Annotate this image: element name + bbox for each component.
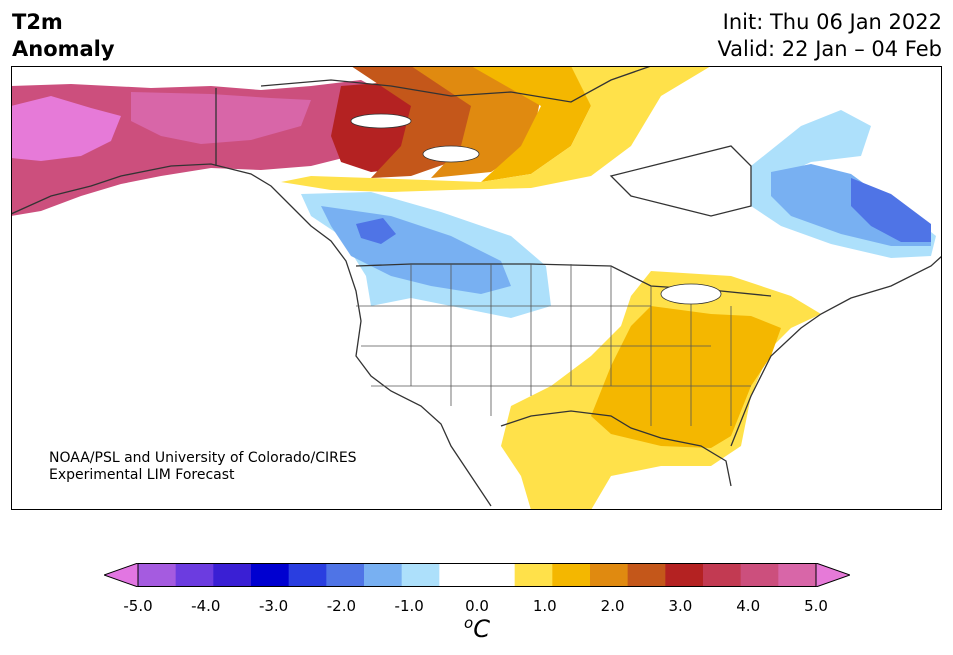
colorbar-swatch: [364, 563, 403, 587]
colorbar-tick-label: -2.0: [326, 597, 357, 615]
unit-letter: C: [473, 615, 490, 643]
colorbar-swatch: [251, 563, 290, 587]
great-slave-lake: [350, 113, 412, 129]
west-coastline: [11, 163, 492, 507]
colorbar-tick-label: 3.0: [668, 597, 693, 615]
colorbar-swatch: [477, 563, 516, 587]
valid-date: Valid: 22 Jan – 04 Feb: [717, 37, 942, 61]
colorbar-tick-label: -1.0: [394, 597, 424, 615]
great-bear-lake: [422, 145, 480, 163]
colorbar-swatch: [552, 563, 591, 587]
state-lines: [356, 264, 751, 426]
chart-title: T2m Anomaly: [12, 9, 115, 63]
colorbar-swatch: [175, 563, 214, 587]
colorbar-extend-high: [815, 563, 850, 587]
arctic-coastline: [260, 66, 652, 103]
anomaly-fields: [11, 66, 936, 510]
colorbar-swatch: [138, 563, 177, 587]
warm-anomaly-southeast-mid: [591, 306, 781, 448]
colorbar-swatch: [665, 563, 704, 587]
colorbar-tick-label: -3.0: [258, 597, 289, 615]
init-date: Init: Thu 06 Jan 2022: [722, 10, 942, 34]
state-line-horizontal: [356, 305, 751, 387]
colorbar-swatch: [439, 563, 478, 587]
gulf-coastline: [500, 410, 732, 487]
colorbar-swatch: [326, 563, 365, 587]
cold-anomaly-west-strong: [356, 218, 396, 244]
colorbar-swatch: [740, 563, 779, 587]
pink-core-alaska: [11, 96, 121, 161]
pink-mid-alaska: [131, 92, 311, 144]
state-line-central: [610, 266, 732, 426]
unit-superscript: o: [464, 614, 474, 632]
anomaly-map: [11, 66, 942, 510]
colorbar-swatch: [288, 563, 327, 587]
cold-anomaly-east-strong: [851, 178, 931, 242]
map-frame: [11, 66, 942, 510]
colorbar-swatch: [778, 563, 817, 587]
colorbar-swatch: [514, 563, 553, 587]
gold-anomaly-canada: [411, 66, 541, 178]
colorbar: [104, 563, 850, 587]
colorbar-swatch: [590, 563, 629, 587]
colorbar-tick-label: 4.0: [736, 597, 761, 615]
colorbar-tick-label: 1.0: [532, 597, 557, 615]
state-line-mountain: [410, 264, 572, 416]
colorbar-tick-label: -5.0: [123, 597, 153, 615]
colorbar-swatch: [627, 563, 666, 587]
colorbar-tick-label: 2.0: [600, 597, 625, 615]
colorbar-swatch: [401, 563, 440, 587]
hudson-bay-coast: [609, 145, 752, 217]
date-block: Init: Thu 06 Jan 2022 Valid: 22 Jan – 04…: [717, 9, 942, 63]
colorbar-tick-label: -4.0: [191, 597, 221, 615]
lakes: [350, 113, 722, 305]
colorbar-swatches: [104, 563, 850, 587]
colorbar-unit: oC: [464, 614, 490, 643]
east-coastline: [730, 255, 942, 447]
title-line-1: T2m: [12, 10, 63, 34]
credit-text: NOAA/PSL and University of Colorado/CIRE…: [49, 450, 357, 484]
title-line-2: Anomaly: [12, 37, 115, 61]
colorbar-frame: [137, 563, 817, 587]
credit-line-1: NOAA/PSL and University of Colorado/CIRE…: [49, 450, 357, 466]
light-yellow-anomaly-canada: [281, 66, 711, 192]
colorbar-tick-label: 0.0: [465, 597, 489, 615]
credit-line-2: Experimental LIM Forecast: [49, 467, 235, 483]
great-lakes: [660, 283, 722, 305]
colorbar-extend-low: [104, 563, 139, 587]
colorbar-swatch: [703, 563, 742, 587]
colorbar-swatch: [213, 563, 252, 587]
colorbar-tick-label: 5.0: [804, 597, 828, 615]
